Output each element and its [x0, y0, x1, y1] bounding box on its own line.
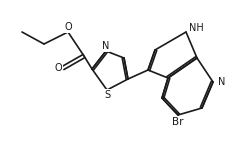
- Text: N: N: [102, 41, 110, 51]
- Text: Br: Br: [172, 117, 184, 127]
- Text: O: O: [54, 63, 62, 73]
- Text: O: O: [64, 22, 72, 32]
- Text: N: N: [218, 77, 225, 87]
- Text: S: S: [104, 90, 110, 100]
- Text: NH: NH: [189, 23, 204, 33]
